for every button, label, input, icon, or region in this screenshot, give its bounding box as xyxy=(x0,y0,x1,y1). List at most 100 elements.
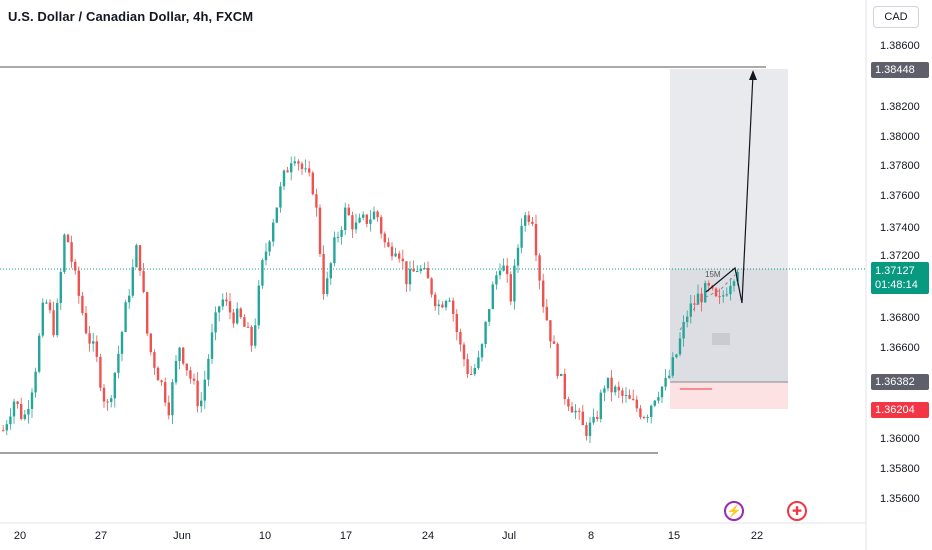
candle-up xyxy=(722,295,725,297)
candle-down xyxy=(243,317,246,327)
candle-down xyxy=(639,408,642,418)
candle-up xyxy=(30,392,34,409)
candle-up xyxy=(614,386,617,393)
candle-down xyxy=(380,217,383,234)
candle-down xyxy=(632,398,635,400)
candle-up xyxy=(408,269,412,285)
candle-up xyxy=(27,408,30,415)
candle-up xyxy=(646,417,649,419)
candle-up xyxy=(236,308,239,324)
candle-up xyxy=(437,304,440,307)
candle-up xyxy=(272,222,275,242)
time-tick: Jun xyxy=(173,530,191,542)
candle-down xyxy=(538,255,541,281)
target-zone[interactable] xyxy=(670,69,788,269)
candle-up xyxy=(12,401,16,417)
candle-down xyxy=(390,246,394,257)
candle-up xyxy=(524,215,527,226)
candle-up xyxy=(38,335,41,372)
candle-down xyxy=(102,387,106,402)
candle-down xyxy=(52,310,55,336)
candle-up xyxy=(675,354,678,358)
candle-down xyxy=(383,233,386,243)
candle-up xyxy=(502,265,505,271)
candle-up xyxy=(725,294,728,296)
candle-down xyxy=(376,211,379,218)
candle-down xyxy=(563,373,566,400)
price-tick: 1.37200 xyxy=(880,250,920,262)
current-price-badge: 1.37127 01:48:14 xyxy=(871,262,929,294)
candle-down xyxy=(610,377,613,393)
lightning-icon[interactable]: ⚡ xyxy=(724,501,744,521)
candle-down xyxy=(556,343,559,377)
time-tick: 10 xyxy=(258,530,272,542)
candle-down xyxy=(146,292,149,334)
candle-up xyxy=(214,312,217,333)
currency-button[interactable]: CAD xyxy=(873,6,919,28)
candle-down xyxy=(308,168,311,173)
candle-down xyxy=(182,347,185,364)
candle-up xyxy=(444,300,448,308)
price-tick: 1.36600 xyxy=(880,342,920,354)
candle-up xyxy=(124,302,127,332)
candle-up xyxy=(696,293,700,305)
candle-down xyxy=(470,373,473,375)
sub-timeframe-path xyxy=(679,274,736,331)
candle-up xyxy=(650,405,653,418)
candle-up xyxy=(495,275,498,285)
candle-down xyxy=(412,269,415,272)
candle-down xyxy=(88,333,91,344)
current-price-value: 1.37127 xyxy=(875,265,915,277)
candle-up xyxy=(664,377,667,387)
price-tick: 1.37400 xyxy=(880,222,920,234)
candle-up xyxy=(34,371,37,393)
candle-down xyxy=(441,304,444,308)
candle-down xyxy=(185,363,188,371)
candle-up xyxy=(268,241,271,252)
candle-up xyxy=(41,302,44,336)
candle-up xyxy=(210,332,214,359)
price-tick: 1.37600 xyxy=(880,190,920,202)
candle-up xyxy=(660,386,664,398)
candle-up xyxy=(92,341,95,344)
candle-up xyxy=(207,358,210,380)
candle-down xyxy=(596,417,599,419)
candle-down xyxy=(462,344,466,360)
target-price-badge: 1.38448 xyxy=(871,62,929,78)
canada-flag-icon[interactable]: ✚ xyxy=(787,501,807,521)
candle-up xyxy=(9,416,12,425)
candle-down xyxy=(693,303,696,305)
candle-up xyxy=(473,368,476,375)
price-tick: 1.38200 xyxy=(880,101,920,113)
stop-zone[interactable] xyxy=(670,382,788,409)
candle-up xyxy=(63,234,66,272)
candle-down xyxy=(142,270,145,293)
candle-up xyxy=(606,377,610,389)
candle-down xyxy=(585,425,588,436)
candle-up xyxy=(372,211,376,220)
candle-up xyxy=(113,372,116,399)
candle-down xyxy=(621,390,624,396)
arrowhead-icon xyxy=(749,70,757,80)
candle-down xyxy=(70,242,73,262)
price-tick: 1.35600 xyxy=(880,493,920,505)
candle-down xyxy=(707,283,710,286)
candle-up xyxy=(178,347,181,362)
candle-up xyxy=(261,260,264,286)
candle-up xyxy=(344,207,347,231)
candle-up xyxy=(293,161,296,164)
candle-up xyxy=(5,424,8,431)
candle-down xyxy=(405,261,408,285)
candle-down xyxy=(318,207,322,254)
candle-up xyxy=(520,225,523,248)
candle-up xyxy=(23,414,26,419)
candle-up xyxy=(678,338,682,355)
candle-up xyxy=(117,353,120,373)
candle-up xyxy=(513,265,516,302)
candle-down xyxy=(552,341,556,344)
candle-up xyxy=(394,253,397,257)
candle-up xyxy=(336,236,340,238)
projection-arrow[interactable] xyxy=(705,73,754,304)
candle-down xyxy=(156,367,160,381)
